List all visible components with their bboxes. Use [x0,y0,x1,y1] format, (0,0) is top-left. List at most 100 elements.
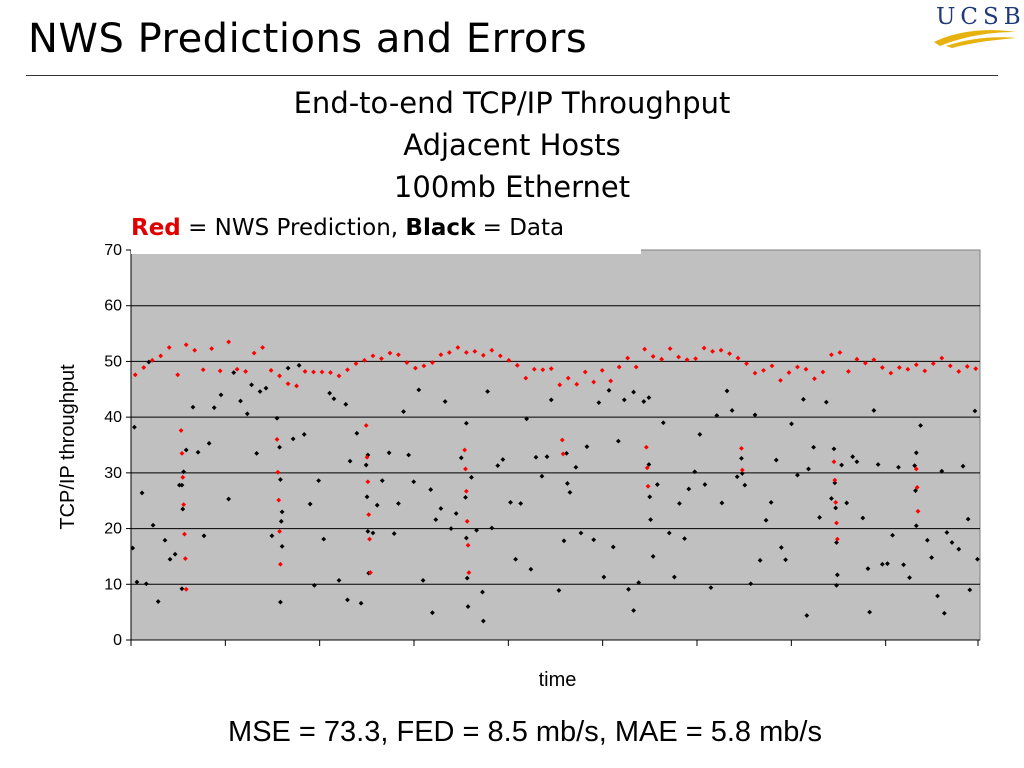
data-point [518,501,524,506]
prediction-point [514,362,520,368]
prediction-point [275,469,281,475]
prediction-point [251,350,257,356]
data-point [180,506,186,512]
data-point [647,494,653,500]
data-point [646,462,652,467]
data-point [556,588,562,593]
prediction-point [913,362,919,368]
prediction-point [735,355,741,361]
prediction-point [446,350,452,355]
data-point [290,436,296,442]
data-point [697,432,703,437]
prediction-point [574,381,580,387]
data-point [646,395,652,401]
chart-title-line-2: Adjacent Hosts [403,128,621,162]
data-point [336,577,342,583]
prediction-point [319,369,325,375]
data-point [458,455,464,461]
data-point [739,455,744,461]
data-point [162,537,168,543]
data-point [347,458,353,464]
prediction-point [178,428,184,433]
y-tick-label: 50 [104,353,122,370]
prediction-point [642,346,648,352]
prediction-point [862,360,868,366]
data-point [806,466,811,472]
prediction-point [365,479,371,485]
data-point [365,528,371,534]
y-tick-label: 60 [104,298,122,315]
y-tick-label: 10 [104,576,122,593]
legend-box: Red = NWS Prediction, Black = Data [131,210,641,254]
data-point [206,440,212,446]
data-point [591,537,597,543]
data-point [433,517,439,523]
data-point [172,551,178,557]
prediction-point [829,352,834,358]
data-point [513,556,518,562]
prediction-point [616,364,622,370]
data-point [401,409,406,414]
prediction-point [964,364,970,369]
data-point [631,608,637,613]
data-point [285,365,291,371]
legend-black-desc: = Data [475,215,565,241]
prediction-point [455,345,461,350]
prediction-point [645,483,651,489]
prediction-point [744,361,749,367]
data-point [190,404,196,410]
data-point [913,450,919,456]
prediction-point [226,339,232,345]
data-point [485,389,490,394]
prediction-point [854,356,860,362]
prediction-point [643,444,649,450]
prediction-point [718,347,724,353]
prediction-point [913,466,919,472]
data-point [139,490,145,496]
prediction-point [404,360,410,365]
data-point [343,401,349,407]
data-point [370,530,376,536]
prediction-point [834,520,839,526]
data-point [278,477,283,482]
data-point [831,446,837,452]
data-point [660,420,666,426]
prediction-point [582,369,588,375]
prediction-series [132,339,979,592]
data-point [238,398,243,404]
data-point [626,586,631,592]
data-point [666,530,672,536]
prediction-point [820,369,826,375]
chart-title: End-to-end TCP/IP Throughput Adjacent Ho… [0,82,1024,208]
data-point [301,432,307,437]
data-point [226,496,232,502]
data-point [621,397,627,403]
data-point [839,462,845,468]
data-point [201,533,207,539]
data-point [416,387,422,393]
data-point [181,469,187,475]
prediction-point [141,365,147,370]
prediction-point [472,349,478,354]
data-point [544,454,550,460]
data-point [692,469,698,475]
x-axis-label: time [539,669,577,691]
prediction-point [396,352,401,358]
data-point [146,359,152,365]
data-point [296,362,302,368]
prediction-point [803,366,809,372]
data-point [918,423,923,428]
prediction-point [684,357,690,363]
prediction-point [540,367,546,373]
data-point [596,400,602,406]
prediction-point [183,342,189,348]
data-point [524,416,530,422]
data-point [564,481,570,486]
data-point [734,474,740,480]
prediction-point [659,356,665,362]
data-point [130,545,136,551]
data-point [463,494,468,500]
prediction-point [363,423,369,428]
data-point [278,518,284,524]
prediction-point [676,354,682,360]
